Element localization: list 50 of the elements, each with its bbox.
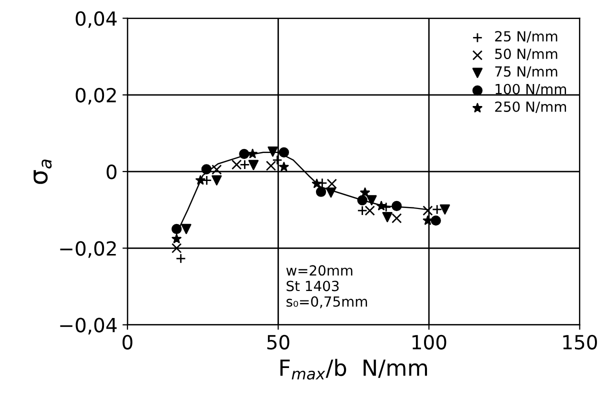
y-tick-label: 0,02 [76,88,116,105]
point [278,147,290,158]
x-tick-label: 50 [267,334,290,350]
point [422,206,433,216]
point [366,195,377,206]
legend-label: 50 N/mm [495,48,558,60]
point [326,188,336,198]
point [440,204,450,215]
point [212,175,222,186]
point [181,224,192,234]
point [268,146,278,157]
point [316,186,326,197]
point [272,154,282,166]
point [430,215,441,226]
y-tick-label: 0,04 [76,11,117,28]
point [422,215,433,225]
y-axis-title: σ$_{a}$ [34,160,52,184]
point [392,213,402,224]
legend-label: 75 N/mm [495,66,558,78]
point [357,206,368,216]
point [392,200,402,212]
point [201,164,212,174]
y-tick-label: −0,02 [60,241,116,258]
legend-label: 250 N/mm [495,101,566,114]
x-tick-label: 100 [412,334,446,350]
x-tick-label: 150 [563,334,597,350]
point [382,212,392,222]
legend-label: 100 N/mm [496,84,566,96]
point [172,224,182,234]
legend-label: 25 N/mm [495,31,558,43]
point [357,195,368,206]
annotation: w=20mm St 1403 s₀=0,75mm [286,265,367,308]
point [172,234,182,244]
point [248,148,258,158]
point [239,148,250,159]
point [279,162,289,172]
point [212,164,222,175]
point [364,206,375,216]
y-tick-label: 0 [106,164,116,180]
y-tick-label: −0,04 [60,318,117,334]
point [432,204,442,215]
x-tick-label: 0 [122,334,132,350]
point [326,178,337,189]
point [196,175,206,185]
point [312,178,322,188]
point [232,160,242,170]
point [266,160,276,171]
point [360,188,370,197]
point [248,160,259,170]
x-axis-title: F$_{max}$/b N/mm [280,358,427,380]
